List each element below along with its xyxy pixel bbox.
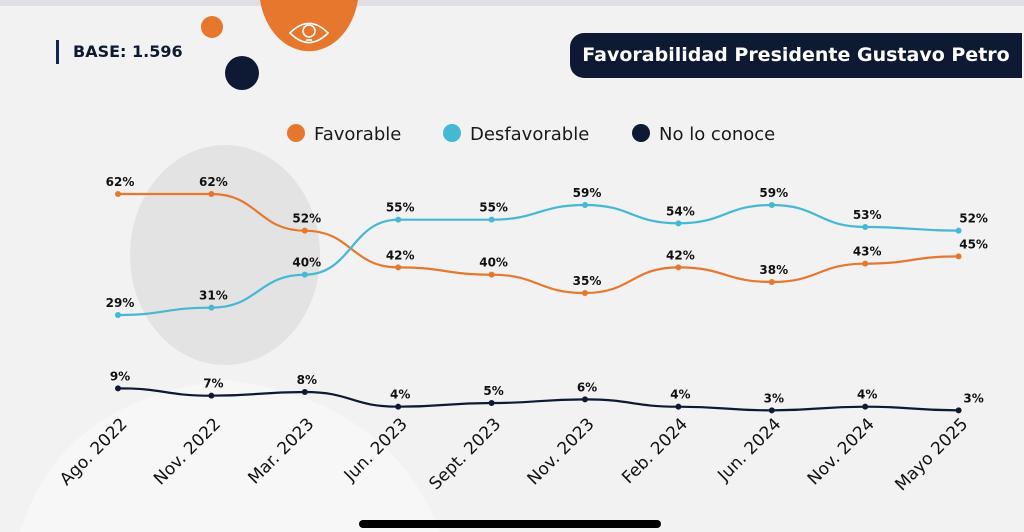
eye-lightbulb-icon xyxy=(288,22,330,44)
data-label: 62% xyxy=(199,175,228,189)
data-label: 40% xyxy=(479,256,508,270)
x-tick-label: Nov. 2023 xyxy=(524,414,599,489)
data-point xyxy=(675,264,682,271)
data-label: 6% xyxy=(577,380,597,394)
data-point xyxy=(582,202,588,209)
legend-marker xyxy=(632,124,650,142)
x-tick-label: Feb. 2024 xyxy=(618,414,692,488)
data-point xyxy=(955,227,962,234)
data-point xyxy=(862,224,869,231)
data-label: 8% xyxy=(297,373,317,387)
data-point xyxy=(768,279,775,286)
orange-dot xyxy=(201,16,223,38)
top-bar xyxy=(0,0,1024,6)
data-label: 4% xyxy=(390,388,410,402)
data-point xyxy=(115,312,121,319)
series-line-1 xyxy=(117,203,959,317)
data-label: 43% xyxy=(853,245,882,259)
legend-marker xyxy=(443,124,461,142)
data-label: 35% xyxy=(573,274,602,288)
data-label: 29% xyxy=(106,296,135,310)
legend-label: Favorable xyxy=(314,124,401,145)
data-label: 38% xyxy=(759,263,788,277)
data-point xyxy=(675,220,682,227)
data-point xyxy=(301,227,308,234)
data-point xyxy=(488,271,495,278)
data-label: 4% xyxy=(670,388,690,402)
data-label: 52% xyxy=(292,212,321,226)
data-point xyxy=(768,407,775,414)
data-label: 9% xyxy=(110,369,130,383)
data-label: 54% xyxy=(666,204,695,218)
data-point xyxy=(395,403,402,410)
data-label: 3% xyxy=(764,391,784,405)
data-point xyxy=(862,260,869,267)
legend-label: Desfavorable xyxy=(470,124,589,145)
data-point xyxy=(582,290,588,297)
data-label: 5% xyxy=(483,384,503,398)
legend-marker xyxy=(287,124,305,142)
navy-dot xyxy=(225,56,259,90)
legend: Favorable Desfavorable No lo conoce xyxy=(287,124,775,145)
data-point xyxy=(582,396,588,403)
data-label: 40% xyxy=(292,256,321,270)
series-line-2 xyxy=(117,387,959,412)
data-point xyxy=(395,216,402,223)
data-labels: 62% 62% 52% 42% 40% 35% 42% 38% 43% 45% 29% 31% 40% 5… xyxy=(106,175,988,405)
data-point xyxy=(862,403,869,410)
data-point xyxy=(955,253,962,260)
data-point xyxy=(208,191,215,197)
data-label: 59% xyxy=(759,186,788,200)
data-label: 7% xyxy=(203,377,223,391)
data-point xyxy=(768,202,775,209)
data-point xyxy=(115,385,121,392)
data-label: 45% xyxy=(959,237,988,251)
chart-title: Favorabilidad Presidente Gustavo Petro xyxy=(570,33,1022,78)
x-tick-label: Jun. 2024 xyxy=(713,414,785,486)
series-lines xyxy=(115,191,962,414)
data-label: 53% xyxy=(853,208,882,222)
x-tick-label: Nov. 2024 xyxy=(804,414,879,489)
data-label: 55% xyxy=(479,201,508,215)
data-point xyxy=(675,403,682,410)
data-label: 4% xyxy=(857,388,877,402)
data-label: 55% xyxy=(386,201,415,215)
data-point xyxy=(115,191,121,197)
legend-label: No lo conoce xyxy=(659,124,775,145)
data-label: 59% xyxy=(573,186,602,200)
data-point xyxy=(208,304,215,311)
data-point xyxy=(488,216,495,223)
data-point xyxy=(208,392,215,399)
data-label: 62% xyxy=(106,175,135,189)
data-label: 42% xyxy=(386,248,415,262)
home-indicator xyxy=(359,520,661,528)
x-tick-label: Mayo 2025 xyxy=(891,414,972,495)
data-label: 3% xyxy=(963,391,983,405)
data-point xyxy=(301,271,308,278)
data-point xyxy=(955,407,962,414)
data-label: 42% xyxy=(666,248,695,262)
series-line-0 xyxy=(117,192,959,295)
base-label: BASE: 1.596 xyxy=(56,40,183,64)
data-point xyxy=(301,389,308,396)
x-tick-label: Sept. 2023 xyxy=(425,414,505,494)
data-point xyxy=(395,264,402,271)
data-label: 31% xyxy=(199,289,228,303)
data-label: 52% xyxy=(959,212,988,226)
data-point xyxy=(488,400,495,407)
